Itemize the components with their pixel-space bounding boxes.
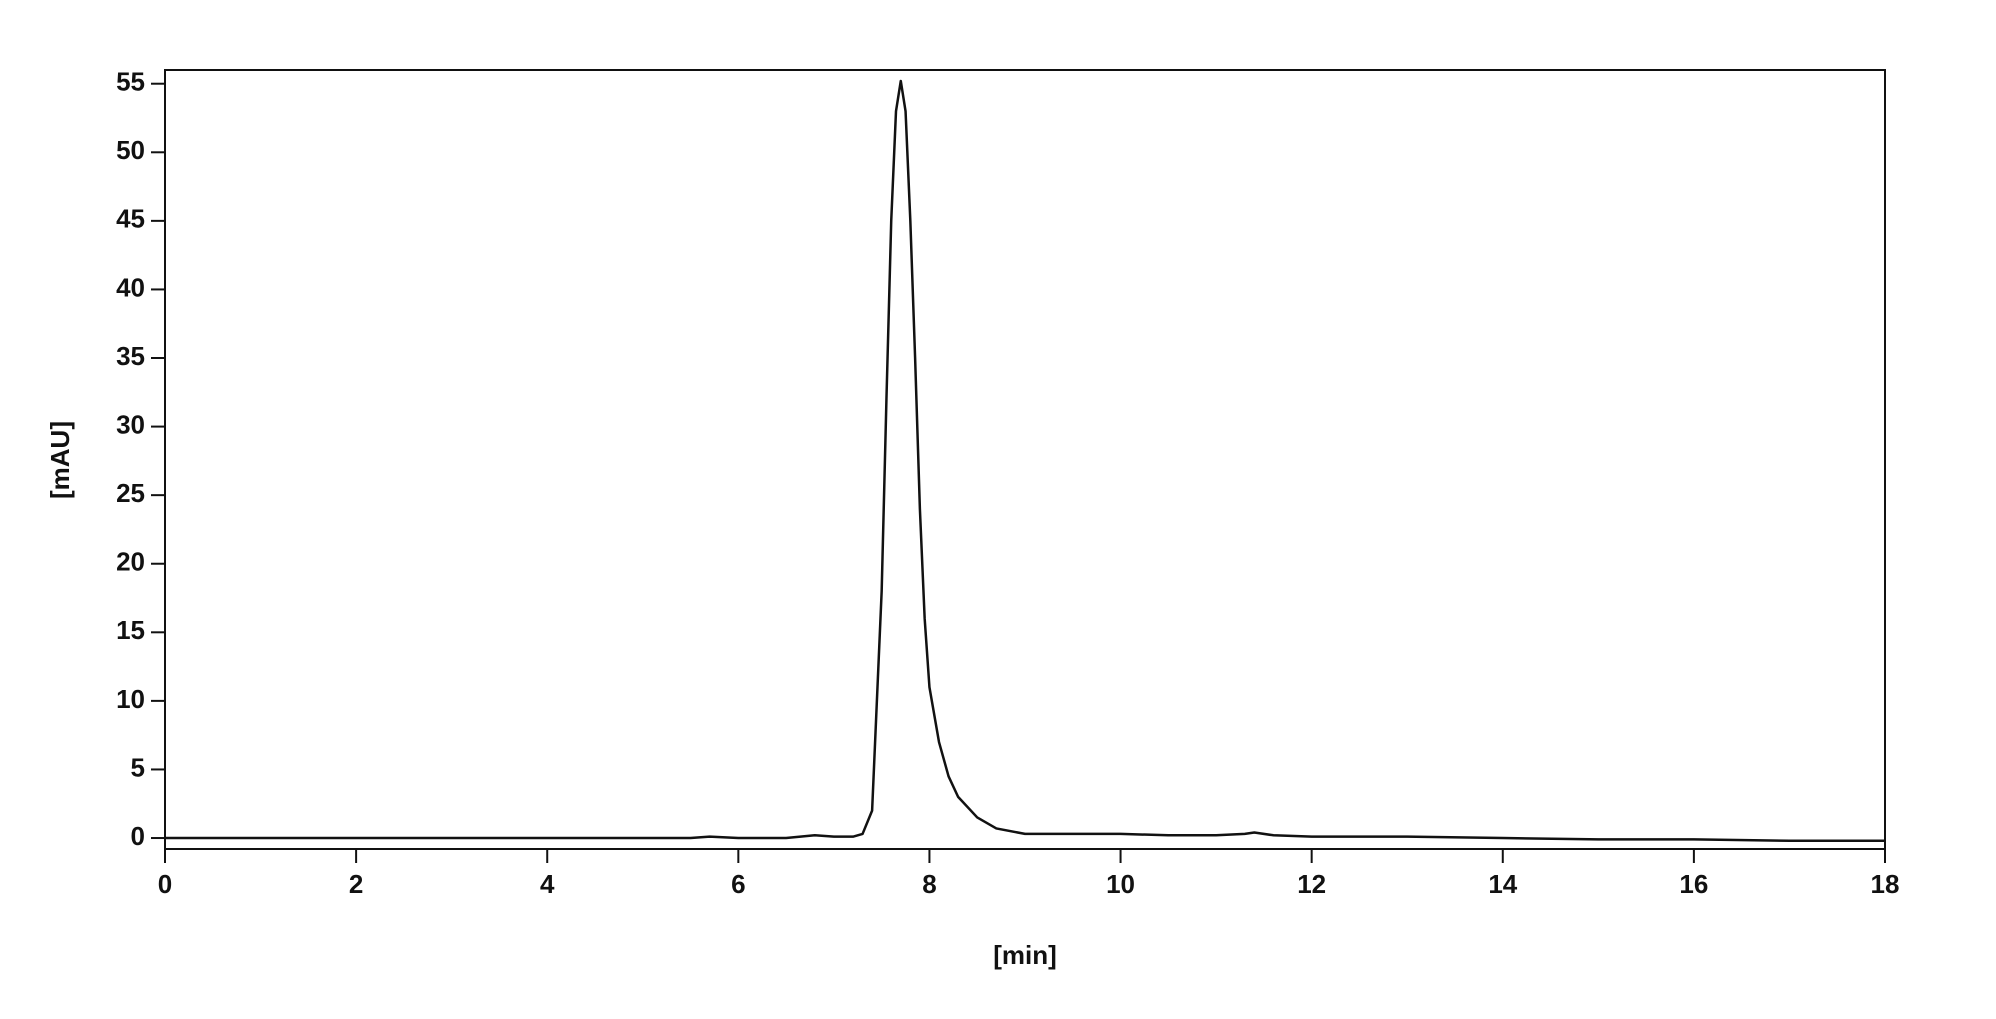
y-tick-label: 25 [116, 478, 145, 508]
x-tick-label: 8 [922, 869, 936, 899]
y-axis-label: [mAU] [45, 421, 75, 499]
x-tick-label: 10 [1106, 869, 1135, 899]
x-tick-label: 12 [1297, 869, 1326, 899]
y-tick-label: 20 [116, 547, 145, 577]
y-tick-label: 40 [116, 272, 145, 302]
line-series [165, 79, 1885, 843]
x-tick-label: 16 [1679, 869, 1708, 899]
x-tick-label: 0 [158, 869, 172, 899]
y-tick-label: 15 [116, 615, 145, 645]
y-tick-label: 10 [116, 684, 145, 714]
y-tick-label: 50 [116, 135, 145, 165]
y-tick-label: 35 [116, 341, 145, 371]
x-tick-label: 18 [1871, 869, 1900, 899]
y-tick-label: 5 [131, 752, 145, 782]
y-tick-label: 30 [116, 409, 145, 439]
y-tick-label: 55 [116, 67, 145, 97]
x-tick-label: 2 [349, 869, 363, 899]
x-axis-label: [min] [993, 940, 1057, 970]
x-tick-label: 4 [540, 869, 555, 899]
plot-frame [164, 69, 1886, 850]
x-tick-label: 14 [1488, 869, 1517, 899]
y-tick-label: 0 [131, 821, 145, 851]
y-tick-label: 45 [116, 204, 145, 234]
x-tick-label: 6 [731, 869, 745, 899]
